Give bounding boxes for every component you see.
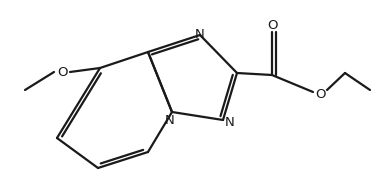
Text: O: O [57,65,67,79]
Text: O: O [267,18,277,32]
Text: N: N [225,115,235,129]
Text: N: N [195,27,205,41]
Text: N: N [165,113,175,126]
Text: O: O [315,87,325,101]
